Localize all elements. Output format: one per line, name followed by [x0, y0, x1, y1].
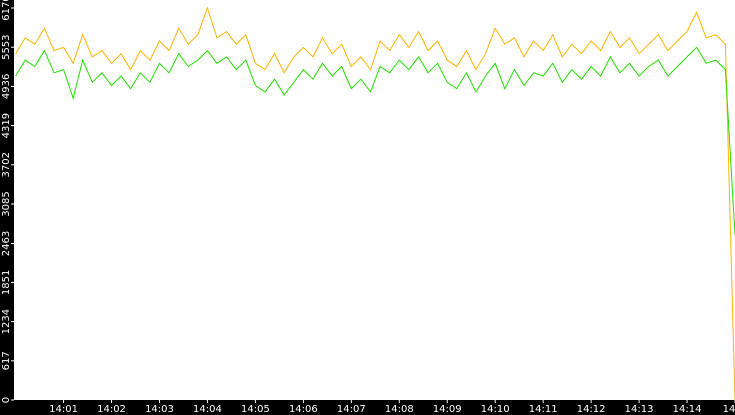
x-tick-label: 14:04: [193, 404, 222, 415]
y-tick-label: 617: [1, 351, 12, 370]
y-axis-band: [0, 0, 14, 415]
x-tick-label: 14:08: [385, 404, 414, 415]
x-tick-label: 14:07: [337, 404, 366, 415]
y-tick-label: 0: [1, 397, 12, 403]
x-tick-label: 14:13: [625, 404, 654, 415]
y-tick-label: 4936: [1, 74, 12, 99]
y-tick-label: 3702: [1, 152, 12, 177]
series-line: [15, 6, 735, 401]
x-tick-label: 14:01: [49, 404, 78, 415]
y-tick-label: 2463: [1, 231, 12, 256]
x-tick-label: 14:10: [481, 404, 510, 415]
y-tick-label: 6170: [1, 0, 12, 21]
y-tick-label: 4319: [1, 113, 12, 138]
x-tick-label: 14:14: [673, 404, 702, 415]
y-tick-label: 5553: [1, 34, 12, 59]
x-tick-label: 14: [723, 404, 735, 415]
x-tick-label: 14:03: [145, 404, 174, 415]
x-axis-band: [0, 400, 735, 415]
x-tick-label: 14:05: [241, 404, 270, 415]
x-tick-label: 14:02: [97, 404, 126, 415]
x-tick-label: 14:11: [529, 404, 558, 415]
y-tick-label: 1851: [1, 270, 12, 295]
x-tick-label: 14:09: [433, 404, 462, 415]
series-line: [15, 46, 735, 235]
x-tick-label: 14:06: [289, 404, 318, 415]
x-tick-label: 14:12: [577, 404, 606, 415]
y-tick-label: 1234: [1, 309, 12, 334]
y-tick-label: 3085: [1, 191, 12, 216]
